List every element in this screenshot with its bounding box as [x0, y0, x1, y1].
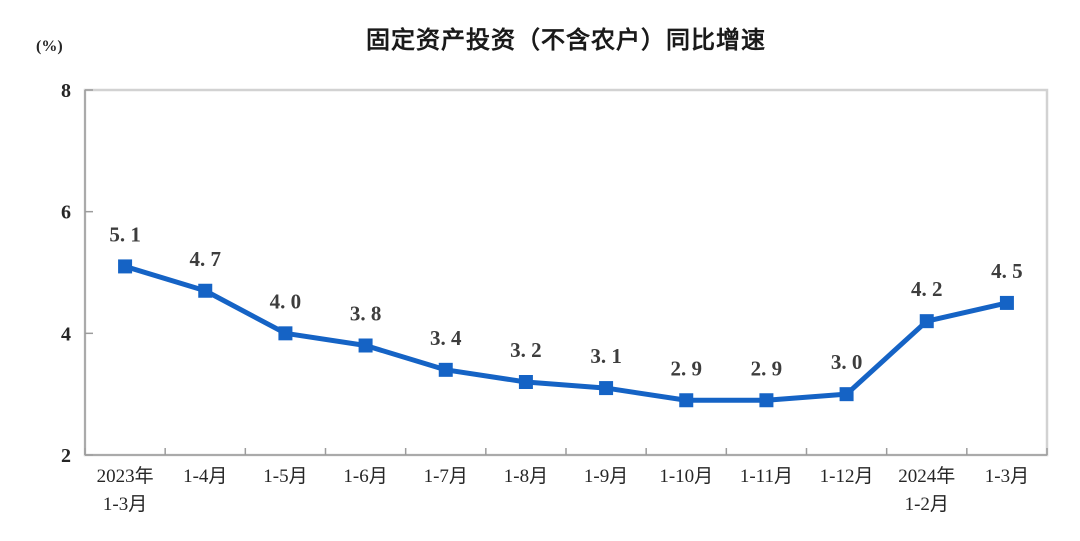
- y-axis-tick-label: 6: [61, 202, 71, 224]
- chart-title: 固定资产投资（不含农户）同比增速: [366, 27, 766, 54]
- data-point-label: 3. 2: [510, 338, 542, 362]
- data-point-marker: [759, 393, 774, 408]
- x-axis-tick-label: 2024年: [898, 465, 955, 487]
- y-axis-tick-label: 2: [61, 445, 71, 467]
- series-line: [122, 263, 1010, 403]
- data-point-marker: [679, 393, 694, 408]
- y-axis-tick-label: 4: [61, 323, 71, 345]
- x-axis-tick-label: 1-4月: [183, 466, 227, 487]
- x-axis-tick-label: 1-3月: [985, 466, 1029, 487]
- x-axis-tick-label: 1-5月: [263, 466, 307, 487]
- data-point-label: 4. 7: [190, 247, 222, 271]
- data-point-label: 5. 1: [109, 222, 141, 246]
- x-axis-tick-label: 1-12月: [820, 466, 874, 487]
- x-axis-tick-label: 2023年: [97, 465, 154, 487]
- data-point-label: 4. 5: [991, 259, 1023, 283]
- x-axis-tick-label: 1-3月: [103, 494, 147, 515]
- data-point-marker: [999, 295, 1014, 310]
- plot-frame: [83, 88, 1049, 457]
- data-point-label: 3. 0: [831, 350, 863, 374]
- data-point-marker: [358, 338, 373, 353]
- data-point-marker: [278, 326, 293, 341]
- x-axis-tick-label: 1-6月: [343, 466, 387, 487]
- data-point-label: 3. 8: [350, 302, 382, 326]
- x-axis-tick-label: 1-9月: [584, 466, 628, 487]
- x-axis-tick-label: 1-2月: [905, 494, 949, 515]
- data-point-label: 2. 9: [751, 356, 783, 380]
- x-axis-tick-label: 1-7月: [424, 466, 468, 487]
- data-point-label: 4. 2: [911, 277, 943, 301]
- data-point-marker: [599, 381, 614, 396]
- data-point-marker: [198, 283, 213, 298]
- y-axis-tick-label: 8: [61, 80, 71, 102]
- data-point-marker: [118, 259, 133, 274]
- x-axis-tick-label: 1-11月: [740, 466, 793, 487]
- data-point-marker: [518, 375, 533, 389]
- y-axis-unit-label: (%): [36, 38, 63, 55]
- data-point-label: 3. 1: [590, 344, 622, 368]
- data-point-marker: [919, 314, 934, 329]
- data-point-label: 3. 4: [430, 326, 462, 350]
- data-point-marker: [839, 387, 854, 402]
- data-point-label: 4. 0: [270, 289, 302, 313]
- x-axis-tick-label: 1-8月: [504, 466, 548, 487]
- data-point-label: 2. 9: [671, 356, 703, 380]
- x-axis-tick-label: 1-10月: [659, 466, 713, 487]
- data-point-marker: [438, 362, 453, 377]
